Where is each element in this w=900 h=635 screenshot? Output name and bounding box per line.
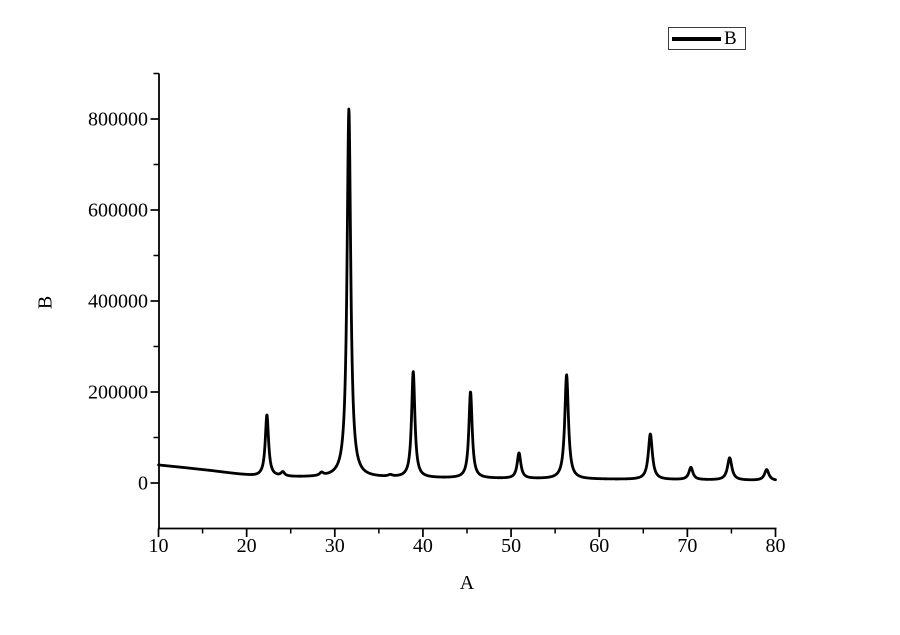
y-axis-title: B bbox=[34, 295, 57, 310]
x-tick-label: 50 bbox=[501, 535, 521, 557]
y-tick-label: 400000 bbox=[88, 291, 148, 313]
legend: B bbox=[668, 27, 746, 50]
x-tick-label: 30 bbox=[325, 535, 345, 557]
y-tick-label: 600000 bbox=[88, 200, 148, 222]
legend-line-swatch bbox=[672, 36, 721, 41]
y-tick-label: 800000 bbox=[88, 109, 148, 131]
y-tick-label: 200000 bbox=[88, 382, 148, 404]
y-tick-label: 0 bbox=[138, 473, 148, 495]
x-tick-label: 70 bbox=[677, 535, 697, 557]
legend-label: B bbox=[724, 28, 737, 49]
data-curve bbox=[157, 107, 777, 482]
x-axis-title: A bbox=[459, 572, 475, 594]
x-tick-label: 80 bbox=[766, 535, 786, 557]
x-tick-label: 60 bbox=[589, 535, 609, 557]
x-tick-label: 10 bbox=[149, 535, 169, 557]
x-tick-label: 20 bbox=[237, 535, 257, 557]
x-tick-label: 40 bbox=[413, 535, 433, 557]
